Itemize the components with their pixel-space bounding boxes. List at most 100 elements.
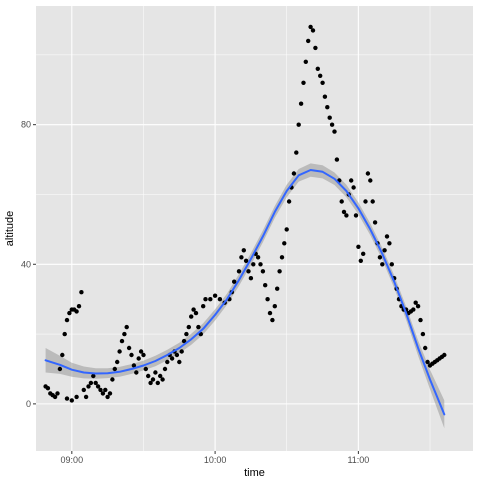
data-point [98,387,103,393]
data-point [325,105,330,110]
data-point [193,310,199,316]
plot-panel [36,6,473,451]
data-point [334,157,340,162]
y-tick-label: 0 [26,399,31,409]
data-point [150,377,156,382]
data-point [79,290,84,295]
data-point [181,338,187,344]
data-point [298,101,304,106]
data-point [351,185,356,190]
data-point [415,304,421,309]
data-point [294,150,299,155]
data-point [122,331,127,337]
data-point [131,363,137,368]
data-point [279,255,285,260]
data-point [377,255,383,260]
data-point [291,171,297,176]
data-point [267,310,273,316]
data-point [184,331,189,337]
confidence-band [45,163,445,429]
data-point [107,391,113,396]
data-point [186,324,191,330]
data-point [146,373,151,379]
y-tick-label: 40 [21,259,31,269]
data-point [344,213,349,218]
y-axis-title: altitude [4,211,16,246]
data-point [100,391,106,396]
data-point [341,209,347,215]
data-point [105,394,110,400]
data-point [382,248,387,253]
data-point [189,314,194,319]
data-point [69,398,75,403]
data-point [110,377,115,382]
data-point [322,94,328,99]
data-point [169,356,175,361]
data-point [57,366,63,372]
data-point [308,24,313,30]
data-point [372,220,378,225]
y-axis-ticks: 0 40 80 [21,120,36,409]
data-point [275,286,280,291]
data-point [282,241,287,246]
data-point [320,80,325,86]
data-point [126,345,132,351]
data-point [45,386,51,391]
data-point [243,258,249,263]
data-point [270,317,275,323]
data-point [217,297,223,302]
data-point [208,297,213,302]
data-point [60,352,65,358]
data-point [356,244,361,249]
smooth-line-layer [44,169,446,416]
data-point [353,213,359,218]
data-point [155,380,160,386]
data-point [117,349,122,354]
x-axis-title: time [244,467,265,479]
data-point [286,199,292,204]
data-point [260,269,266,274]
x-tick-label: 09:00 [61,455,84,465]
data-point [339,199,344,204]
data-point [119,338,125,344]
data-point [246,269,251,274]
data-point [389,262,394,267]
data-point [232,279,237,284]
data-point [329,122,335,127]
data-point [141,352,146,358]
data-point [74,394,79,400]
data-point [258,262,263,267]
data-point [263,283,268,288]
data-point [52,394,58,400]
data-point [64,396,70,401]
data-point [251,262,256,267]
data-point [442,352,447,358]
data-point [236,269,242,274]
data-point [303,59,308,64]
data-point [129,352,134,358]
x-axis-ticks: 09:00 10:00 11:00 [61,451,369,465]
data-point [162,366,168,372]
data-point [74,309,79,314]
data-point [138,349,144,354]
data-point [67,310,72,316]
data-point [296,122,301,127]
data-point [55,391,60,396]
data-point [174,352,180,358]
data-point [363,199,368,204]
data-point [88,380,94,386]
data-point [255,255,261,260]
data-point [332,129,337,134]
confidence-band-layer [45,163,445,429]
data-point [380,262,385,267]
data-point [76,304,82,309]
data-point [387,241,392,246]
data-point [136,356,141,361]
data-point [423,345,428,351]
smooth-line [44,169,446,416]
data-point [301,80,306,86]
data-point [384,234,390,239]
data-point [361,251,366,256]
data-point [349,178,354,183]
data-point [83,394,89,400]
